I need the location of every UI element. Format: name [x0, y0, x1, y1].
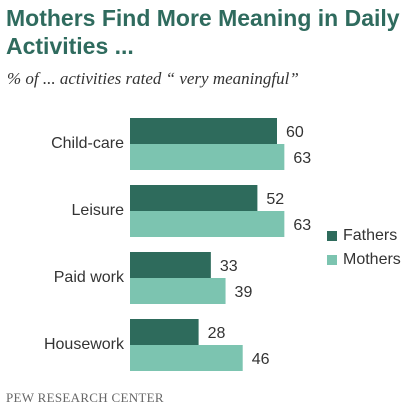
bar-housework-fathers	[130, 319, 199, 345]
bar-child-care-mothers	[130, 144, 285, 170]
chart-title: Mothers Find More Meaning in Daily Activ…	[6, 5, 400, 59]
value-label-leisure-mothers: 63	[293, 217, 311, 234]
value-label-leisure-fathers: 52	[266, 191, 284, 208]
value-label-housework-mothers: 46	[252, 351, 270, 368]
legend-label-mothers: Mothers	[343, 251, 401, 268]
source-note: PEW RESEARCH CENTER	[6, 390, 164, 405]
value-label-housework-fathers: 28	[208, 325, 226, 342]
category-label-child-care: Child-care	[51, 135, 124, 152]
bars-group: Child-care 60 63 Leisure 52 63 Paid work 33 39 Ho…	[44, 118, 311, 371]
category-label-housework: Housework	[44, 336, 125, 353]
value-label-child-care-mothers: 63	[293, 150, 311, 167]
legend-swatch-fathers	[327, 231, 337, 241]
chart-subtitle: % of ... activities rated “ very meaning…	[7, 69, 299, 88]
category-label-leisure: Leisure	[72, 202, 125, 219]
category-label-paid-work: Paid work	[54, 269, 125, 286]
legend: Fathers Mothers	[327, 224, 401, 272]
bar-housework-mothers	[130, 345, 243, 371]
bar-paid-work-fathers	[130, 252, 211, 278]
value-label-paid-work-mothers: 39	[235, 284, 253, 301]
legend-item-fathers: Fathers	[327, 224, 401, 248]
bar-paid-work-mothers	[130, 278, 226, 304]
legend-item-mothers: Mothers	[327, 248, 401, 272]
value-label-child-care-fathers: 60	[286, 124, 304, 141]
bar-leisure-mothers	[130, 211, 285, 237]
bar-child-care-fathers	[130, 118, 277, 144]
bar-leisure-fathers	[130, 185, 258, 211]
value-label-paid-work-fathers: 33	[220, 258, 238, 275]
legend-swatch-mothers	[327, 255, 337, 265]
legend-label-fathers: Fathers	[343, 227, 398, 244]
